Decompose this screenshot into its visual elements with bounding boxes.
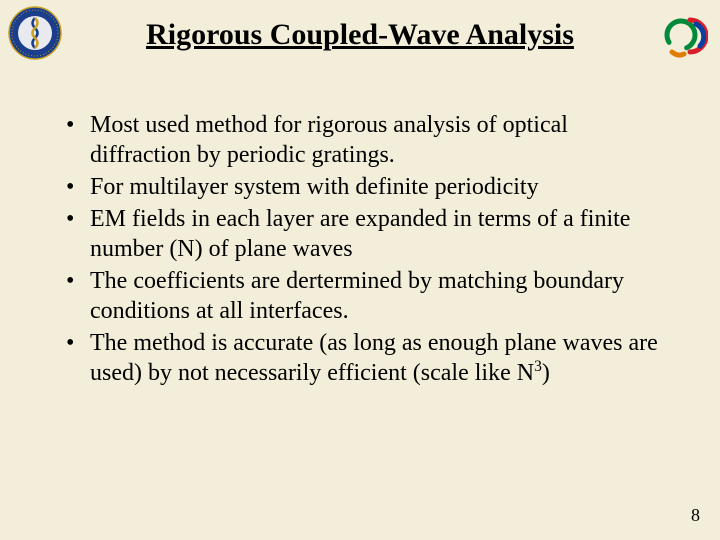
bullet-icon: • — [62, 204, 90, 234]
list-item: • The coefficients are dertermined by ma… — [62, 266, 658, 326]
bullet-icon: • — [62, 110, 90, 140]
bullet-text: The method is accurate (as long as enoug… — [90, 328, 658, 388]
list-item: • Most used method for rigorous analysis… — [62, 110, 658, 170]
bullet-icon: • — [62, 172, 90, 202]
bullet-list: • Most used method for rigorous analysis… — [62, 110, 658, 390]
bullet-text: For multilayer system with definite peri… — [90, 172, 658, 202]
list-item: • For multilayer system with definite pe… — [62, 172, 658, 202]
slide-title: Rigorous Coupled-Wave Analysis — [0, 18, 720, 52]
bullet-text: The coefficients are dertermined by matc… — [90, 266, 658, 326]
page-number: 8 — [691, 505, 700, 526]
list-item: • The method is accurate (as long as eno… — [62, 328, 658, 388]
bullet-icon: • — [62, 266, 90, 296]
bullet-text: EM fields in each layer are expanded in … — [90, 204, 658, 264]
bullet-text: Most used method for rigorous analysis o… — [90, 110, 658, 170]
list-item: • EM fields in each layer are expanded i… — [62, 204, 658, 264]
bullet-icon: • — [62, 328, 90, 358]
